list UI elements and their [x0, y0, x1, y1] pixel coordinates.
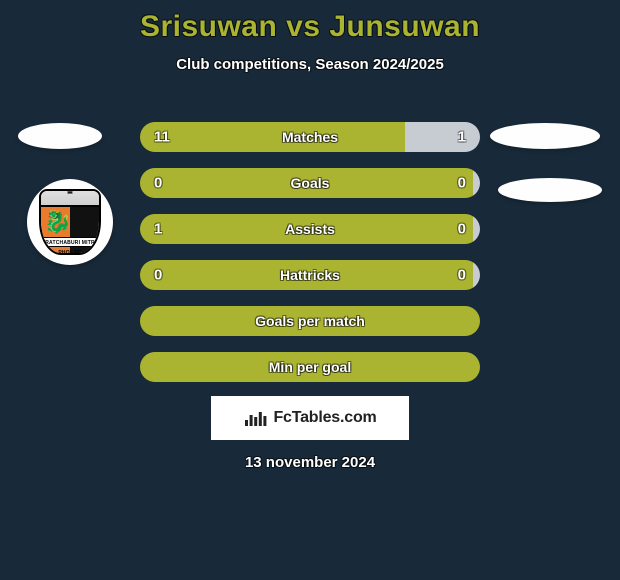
- stats-bars-area: Matches111 Goals00 Assists10 Hattricks00 Goa…: [140, 122, 480, 398]
- stat-bar-right: [405, 122, 480, 152]
- shield-banner-text: RATCHABURI MITR PHOL FC: [41, 237, 99, 247]
- footer-date: 13 november 2024: [0, 454, 620, 471]
- player-ellipse-mid-right: [498, 178, 602, 202]
- stat-row-goals-per-match: Goals per match: [140, 306, 480, 336]
- branding-text: FcTables.com: [273, 409, 376, 427]
- page-title: Srisuwan vs Junsuwan: [0, 0, 620, 44]
- stat-label: Min per goal: [140, 359, 480, 375]
- stat-bar-right: [473, 260, 480, 290]
- club-badge-left: ♛ 🐉 RATCHABURI MITR PHOL FC: [27, 179, 113, 265]
- lion-icon: 🐉: [44, 211, 71, 233]
- stat-bar-left: [140, 168, 473, 198]
- stat-bar-right: [473, 214, 480, 244]
- stat-row-goals: Goals00: [140, 168, 480, 198]
- stat-row-hattricks: Hattricks00: [140, 260, 480, 290]
- comparison-infographic: Srisuwan vs Junsuwan Club competitions, …: [0, 0, 620, 580]
- stat-row-assists: Assists10: [140, 214, 480, 244]
- club-shield: ♛ 🐉 RATCHABURI MITR PHOL FC: [39, 189, 101, 255]
- stat-bar-left: [140, 122, 405, 152]
- player-ellipse-top-left: [18, 123, 102, 149]
- shield-top-crest: ♛: [41, 191, 99, 207]
- page-subtitle: Club competitions, Season 2024/2025: [0, 56, 620, 73]
- stat-row-matches: Matches111: [140, 122, 480, 152]
- branding-box[interactable]: FcTables.com: [211, 396, 409, 440]
- fctables-logo-icon: [243, 409, 267, 427]
- crown-icon: ♛: [65, 189, 75, 197]
- stat-row-min-per-goal: Min per goal: [140, 352, 480, 382]
- stat-label: Goals per match: [140, 313, 480, 329]
- stat-bar-right: [473, 168, 480, 198]
- stat-bar-left: [140, 260, 473, 290]
- stat-bar-left: [140, 214, 473, 244]
- player-ellipse-top-right: [490, 123, 600, 149]
